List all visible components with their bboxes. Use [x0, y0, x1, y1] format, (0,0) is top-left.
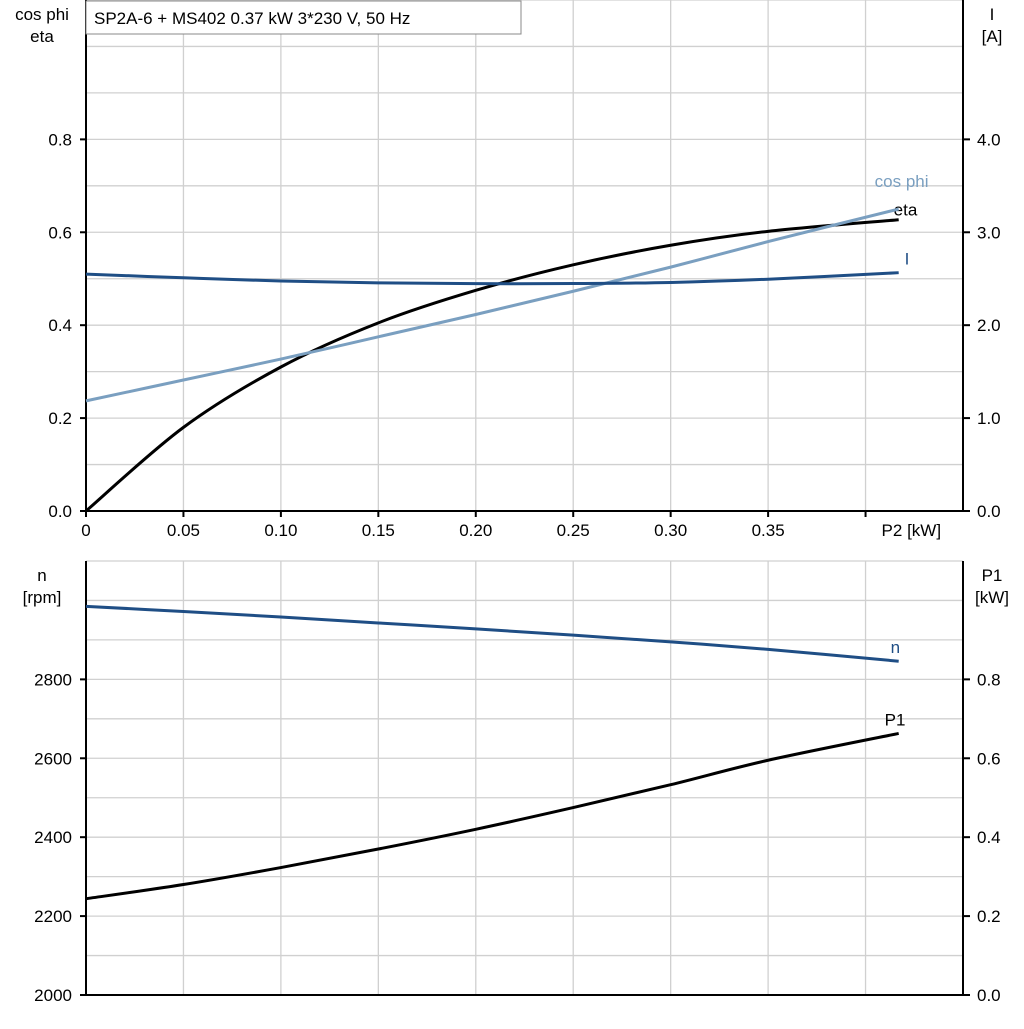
y-axis-label-left: n [37, 566, 46, 585]
series-line-cos-phi [85, 207, 900, 403]
series-line-eta [85, 218, 899, 513]
x-tick-label: 0.20 [459, 521, 492, 540]
top-panel: 0.0 0.2 0.4 0.6 0.8 0.0 1.0 2.0 3.0 4.0 cos phi eta… [15, 0, 1002, 540]
y-tick-label-right: 0.0 [977, 986, 1001, 1005]
y-axis-label-left: eta [30, 27, 54, 46]
y-tick-label-left: 0.6 [48, 223, 72, 242]
series-label-eta: eta [894, 201, 918, 220]
y-tick-label-right: 4.0 [977, 130, 1001, 149]
y-tick-label-left: 2000 [34, 986, 72, 1005]
y-tick-label-left: 2600 [34, 749, 72, 768]
chart-title: SP2A-6 + MS402 0.37 kW 3*230 V, 50 Hz [94, 9, 410, 28]
title-box: SP2A-6 + MS402 0.37 kW 3*230 V, 50 Hz [85, 0, 522, 35]
y-tick-label-right: 3.0 [977, 223, 1001, 242]
bottom-panel: 2000 2200 2400 2600 2800 0.0 0.2 0.4 0.6 0.8 n [rpm… [23, 560, 1009, 1005]
series-line-n [85, 604, 899, 663]
series-label-P1: P1 [885, 710, 906, 729]
x-tick-label: 0.15 [362, 521, 395, 540]
y-tick-label-left: 2400 [34, 828, 72, 847]
series-label-cos-phi: cos phi [875, 172, 929, 191]
y-tick-label-right: 0.8 [977, 670, 1001, 689]
x-tick-label: 0 [81, 521, 90, 540]
y-tick-label-right: 1.0 [977, 409, 1001, 428]
y-axis-label-right: [kW] [975, 588, 1009, 607]
series-label-I: I [905, 250, 910, 269]
y-tick-label-left: 0.2 [48, 409, 72, 428]
y-tick-label-left: 0.8 [48, 130, 72, 149]
y-tick-label-right: 0.6 [977, 749, 1001, 768]
y-tick-label-right: 0.4 [977, 828, 1001, 847]
y-tick-label-left: 0.4 [48, 316, 72, 335]
series-label-n: n [891, 638, 900, 657]
y-axis-label-left: cos phi [15, 5, 69, 24]
series-line-P1 [85, 731, 899, 901]
y-axis-label-right: P1 [982, 566, 1003, 585]
x-tick-label: 0.30 [654, 521, 687, 540]
x-tick-label: 0.35 [752, 521, 785, 540]
x-tick-label: 0.05 [167, 521, 200, 540]
y-axis-label-right: [A] [982, 27, 1003, 46]
y-axis-label-right: I [990, 5, 995, 24]
y-tick-label-right: 2.0 [977, 316, 1001, 335]
y-tick-label-right: 0.2 [977, 907, 1001, 926]
y-tick-label-left: 2200 [34, 907, 72, 926]
y-tick-label-left: 2800 [34, 670, 72, 689]
y-tick-label-left: 0.0 [48, 502, 72, 521]
y-axis-label-left: [rpm] [23, 588, 62, 607]
x-tick-label: 0.25 [557, 521, 590, 540]
y-tick-label-right: 0.0 [977, 502, 1001, 521]
series-line-I [85, 271, 899, 286]
x-tick-label: 0.10 [264, 521, 297, 540]
x-axis-label: P2 [kW] [882, 521, 942, 540]
